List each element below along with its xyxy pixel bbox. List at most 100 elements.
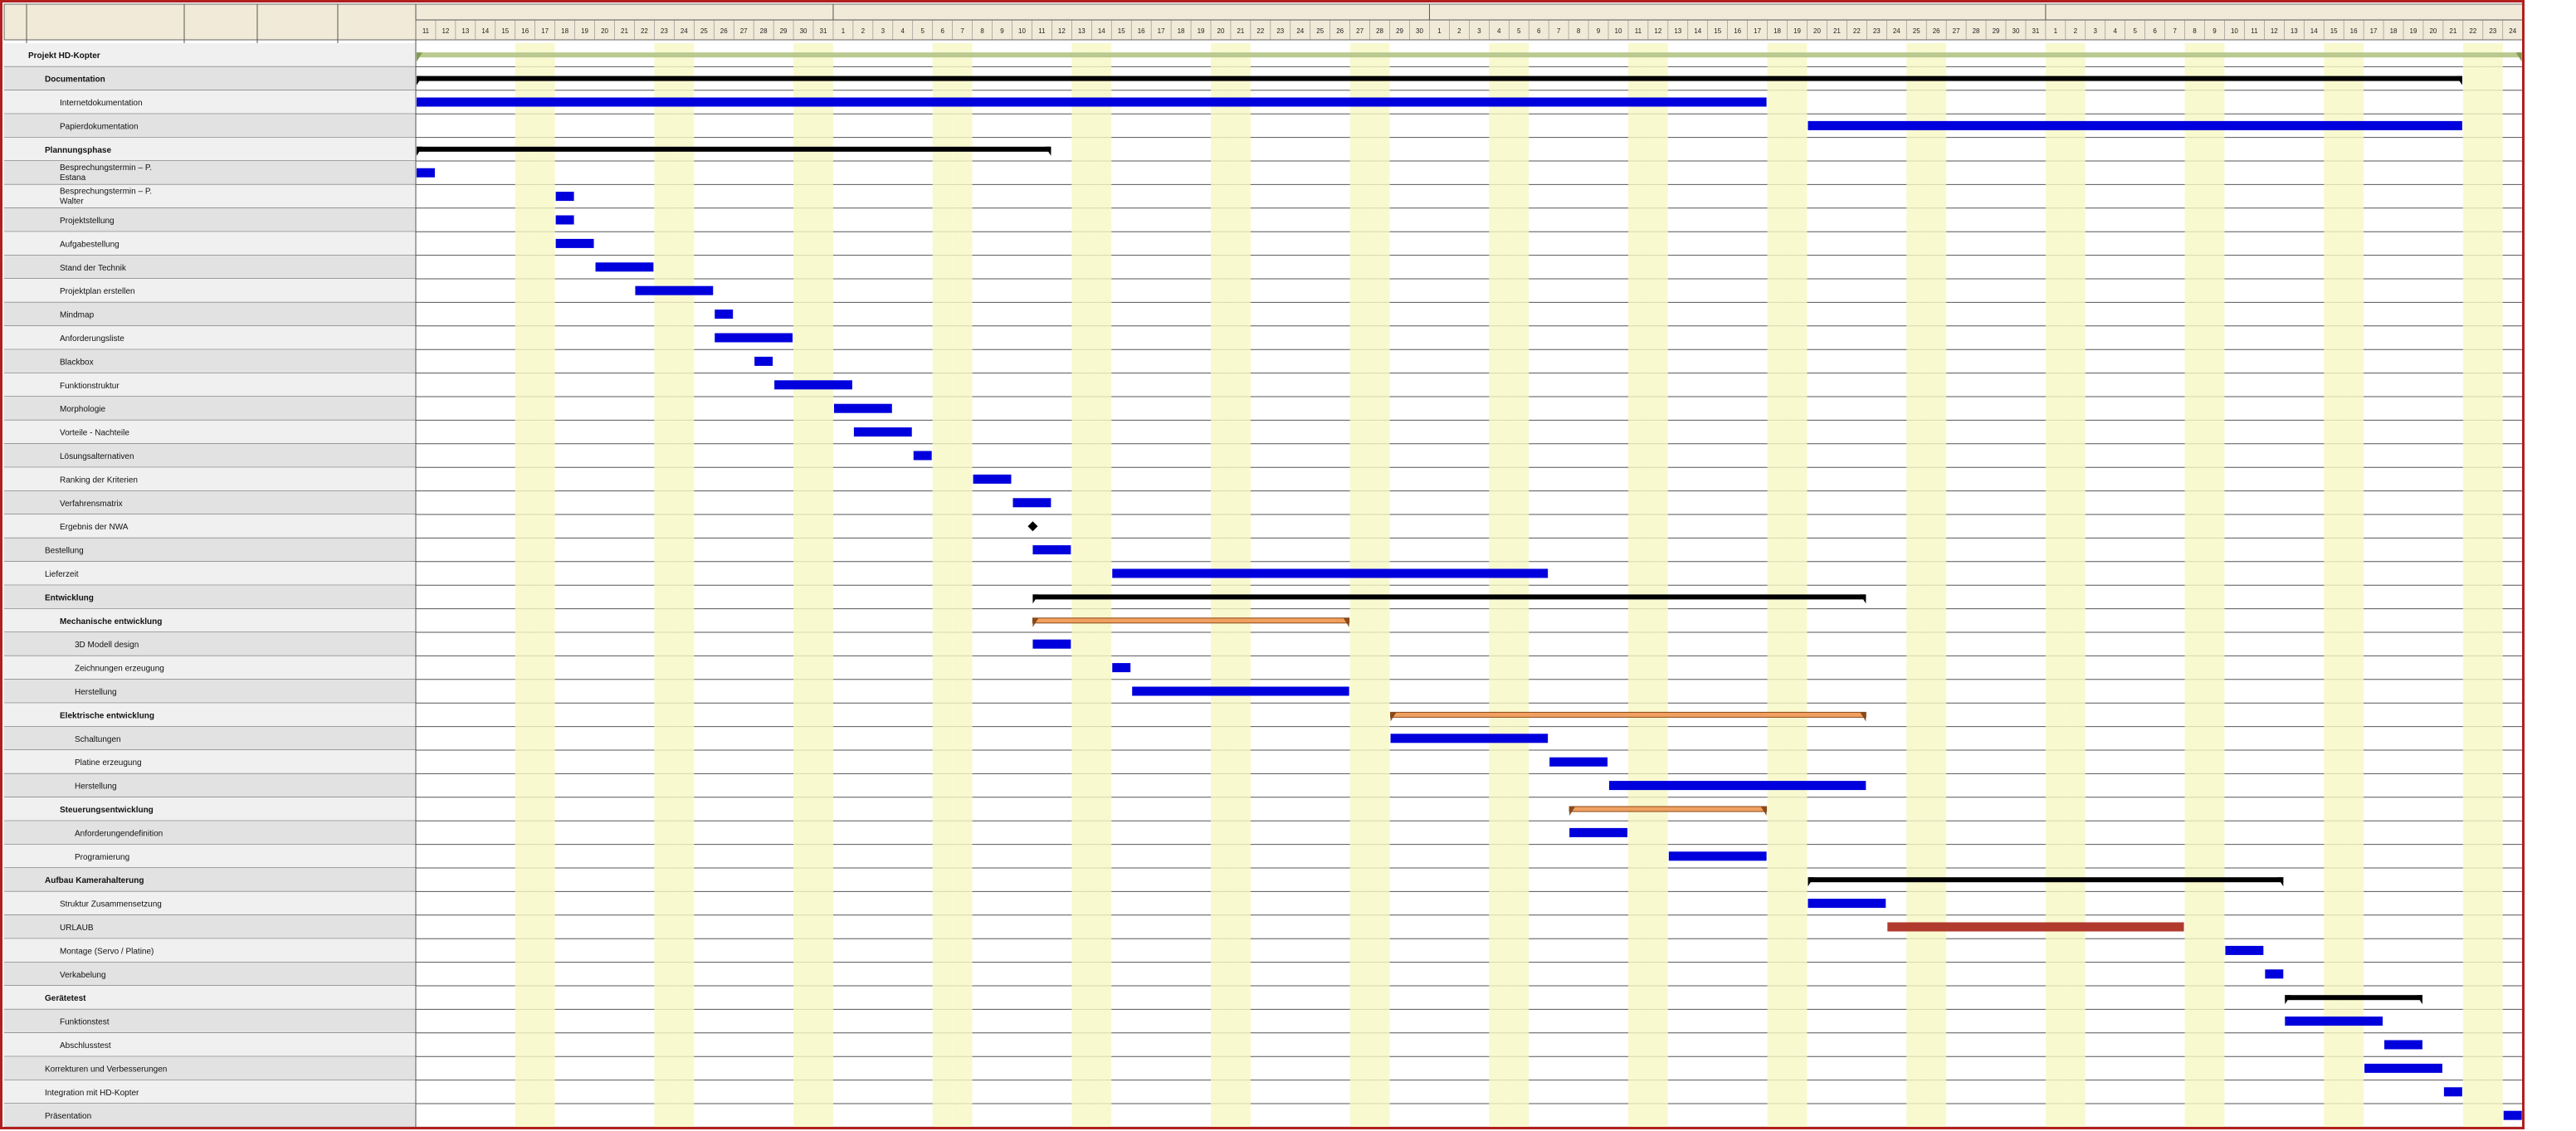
summary-cap-right [2416, 995, 2422, 1005]
day-tick-label: 30 [2013, 27, 2020, 35]
day-tick-label: 19 [2410, 27, 2417, 35]
day-tick-label: 16 [1734, 27, 1741, 35]
task-name: Besprechungstermin – P. Walter [60, 187, 152, 206]
day-tick-label: 2 [861, 27, 866, 35]
day-tick-label: 29 [780, 27, 788, 35]
task-name: Lieferzeit [45, 570, 79, 579]
task-name: Platine erzeugung [75, 758, 142, 768]
day-tick-label: 7 [2173, 27, 2177, 35]
weekend-shade [1767, 43, 1788, 1128]
day-tick-label: 26 [1933, 27, 1940, 35]
task-name: Verfahrensmatrix [60, 500, 123, 509]
day-tick-label: 30 [800, 27, 807, 35]
weekend-shade [515, 43, 535, 1128]
gantt-bar [417, 76, 2462, 81]
table-row [4, 114, 416, 138]
summary-cap-left [417, 52, 422, 62]
table-row [4, 656, 416, 680]
day-tick-label: 13 [1674, 27, 1681, 35]
gantt-bar [1668, 851, 1767, 861]
table-row [4, 325, 416, 350]
timeline-grid [415, 4, 2524, 1128]
task-name: Projektplan erstellen [60, 287, 135, 296]
summary-cap-right [1045, 146, 1051, 156]
day-tick-label: 4 [2113, 27, 2117, 35]
table-row [4, 821, 416, 845]
task-name: Projekt HD-Kopter [28, 51, 100, 61]
table-row [4, 891, 416, 915]
day-tick-label: 22 [2469, 27, 2476, 35]
table-row [4, 538, 416, 562]
task-name: Struktur Zusammensetzung [60, 900, 162, 909]
summary-cap-right [2515, 52, 2522, 62]
day-tick-label: 28 [1376, 27, 1383, 35]
day-tick-label: 24 [1893, 27, 1900, 35]
header-background [3, 3, 2524, 41]
task-name: Mechanische entwicklung [60, 617, 162, 626]
summary-cap-left [2285, 995, 2291, 1005]
task-name: Ranking der Kriterien [60, 475, 138, 485]
table-row [4, 207, 416, 232]
weekend-shade [1369, 43, 1390, 1128]
day-tick-label: 10 [1018, 27, 1026, 35]
day-tick-label: 25 [1913, 27, 1920, 35]
day-tick-label: 12 [442, 27, 449, 35]
table-row [4, 561, 416, 586]
gantt-bar [2285, 1016, 2383, 1026]
weekend-shade [674, 43, 695, 1128]
task-name: Zeichnungen erzeugung [75, 665, 164, 674]
gantt-bar [2384, 1040, 2422, 1050]
gantt-bar [555, 215, 574, 225]
day-tick-label: 22 [641, 27, 648, 35]
weekend-shade [932, 43, 953, 1128]
task-name: Programierung [75, 853, 129, 862]
gantt-bar [1032, 617, 1350, 624]
summary-cap-right [1860, 712, 1866, 722]
day-tick-label: 3 [1477, 27, 1481, 35]
gantt-bar [2265, 969, 2284, 979]
table-row [4, 90, 416, 115]
table-row [4, 1080, 416, 1104]
task-name: Projektstellung [60, 217, 115, 226]
gantt-bar [754, 356, 773, 366]
task-name: Entwicklung [45, 593, 94, 602]
table-row [4, 420, 416, 444]
gantt-bar [1390, 711, 1866, 718]
weekend-shade [2065, 43, 2086, 1128]
task-name: Blackbox [60, 358, 94, 367]
summary-cap-left [1390, 712, 1397, 722]
gantt-bar [1112, 568, 1549, 578]
table-row [4, 986, 416, 1010]
table-row [4, 585, 416, 609]
day-tick-label: 11 [422, 27, 430, 35]
weekend-shade [2344, 43, 2364, 1128]
weekend-shade [1230, 43, 1251, 1128]
day-tick-label: 26 [720, 27, 728, 35]
day-tick-label: 24 [681, 27, 688, 35]
weekend-shade [1509, 43, 1530, 1128]
gantt-bar [1887, 922, 2184, 932]
day-tick-label: 1 [2054, 27, 2058, 35]
day-tick-label: 18 [561, 27, 568, 35]
day-tick-label: 24 [2509, 27, 2516, 35]
weekend-shade [2482, 43, 2503, 1128]
day-tick-label: 15 [2330, 27, 2338, 35]
task-name: Mindmap [60, 311, 95, 320]
weekend-shade [1091, 43, 1112, 1128]
task-name: Schaltungen [75, 735, 121, 744]
weekend-shade [952, 43, 973, 1128]
day-tick-label: 15 [1714, 27, 1721, 35]
day-tick-label: 3 [881, 27, 886, 35]
summary-cap-left [417, 146, 422, 156]
day-tick-label: 15 [1118, 27, 1125, 35]
table-row [4, 797, 416, 821]
summary-cap-right [1760, 807, 1767, 816]
summary-cap-right [2277, 877, 2284, 887]
task-bars [417, 52, 2522, 1120]
day-tick-label: 19 [581, 27, 588, 35]
gantt-bar [417, 168, 435, 178]
table-row [4, 868, 416, 892]
table-row [4, 726, 416, 750]
day-tick-label: 18 [1773, 27, 1781, 35]
day-tick-label: 29 [1396, 27, 1403, 35]
